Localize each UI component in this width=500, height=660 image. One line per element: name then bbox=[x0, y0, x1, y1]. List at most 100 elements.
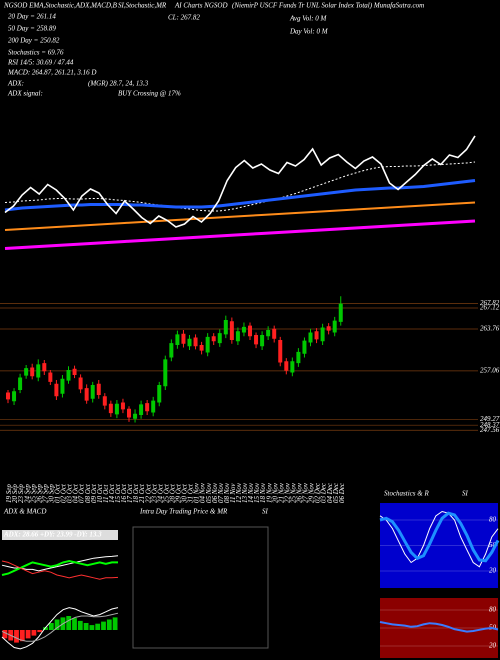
indicator-line bbox=[1, 607, 119, 650]
stoch-stat: Stochastics = 69.76 bbox=[8, 49, 64, 57]
label-bar bbox=[2, 530, 118, 540]
candle-body bbox=[332, 320, 337, 333]
x-tick-label: 20 Nov bbox=[271, 482, 279, 503]
close-label: CL: 267.82 bbox=[168, 14, 200, 22]
signal: BUY Crossing @ 17% bbox=[118, 90, 181, 98]
header-right: (NiemirP USCF Funds Tr UNL Solar Index T… bbox=[232, 2, 424, 10]
y-tick-label: 247.56 bbox=[480, 426, 500, 434]
x-tick-label: 19 Sep bbox=[5, 484, 13, 503]
candle-body bbox=[278, 340, 283, 363]
y-tick-label: 249.27 bbox=[480, 415, 500, 423]
candle-body bbox=[120, 402, 125, 410]
candle-body bbox=[60, 378, 65, 394]
x-tick-label: 21 Nov bbox=[277, 482, 285, 503]
x-tick-label: 14 Nov bbox=[247, 482, 255, 503]
candle-body bbox=[302, 340, 307, 354]
x-tick-label: 26 Sep bbox=[35, 484, 43, 503]
intraday-title-tail: SI bbox=[262, 508, 269, 516]
panel-label: ADX: 28.66 +DY: 23.99 -DY: 13.3 bbox=[3, 531, 102, 539]
candle-body bbox=[96, 383, 101, 395]
x-tick-label: 13 Nov bbox=[241, 482, 249, 503]
candle-body bbox=[205, 336, 210, 353]
x-tick-label: 17 Oct bbox=[126, 483, 134, 503]
candle-body bbox=[193, 337, 198, 347]
x-tick-label: 27 Nov bbox=[302, 482, 310, 503]
x-tick-label: 11 Oct bbox=[102, 484, 110, 503]
header-mid: SI,Stochastic,MR bbox=[118, 2, 167, 10]
x-tick-label: 24 Sep bbox=[23, 484, 31, 503]
x-tick-label: 02 Oct bbox=[60, 483, 68, 503]
x-tick-label: 22 Nov bbox=[283, 482, 291, 503]
y-tick-label: 267.12 bbox=[480, 304, 500, 312]
x-tick-label: 31 Oct bbox=[187, 483, 195, 504]
x-tick-label: 28 Oct bbox=[168, 483, 176, 503]
candle-body bbox=[320, 327, 325, 342]
macd-stat: MACD: 264.87, 261.21, 3.16 D bbox=[7, 69, 96, 77]
candle-body bbox=[248, 325, 252, 337]
candle-body bbox=[254, 335, 259, 345]
candle-body bbox=[157, 385, 162, 403]
x-tick-label: 26 Nov bbox=[296, 482, 304, 503]
candle-body bbox=[235, 331, 240, 342]
candle-body bbox=[229, 321, 234, 340]
candle-body bbox=[326, 326, 331, 331]
intraday-panel bbox=[132, 526, 269, 649]
histogram-bar bbox=[95, 623, 101, 630]
candle-body bbox=[114, 403, 119, 415]
indicator-line bbox=[379, 621, 499, 633]
histogram-bar bbox=[89, 625, 95, 630]
x-tick-label: 03 Oct bbox=[66, 483, 74, 503]
candle-body bbox=[36, 364, 41, 378]
candle-body bbox=[30, 367, 35, 377]
price-line bbox=[4, 135, 476, 228]
x-tick-label: 23 Oct bbox=[150, 483, 158, 503]
x-tick-label: 25 Nov bbox=[289, 482, 297, 503]
histogram-bar bbox=[106, 619, 112, 630]
x-tick-label: 29 Oct bbox=[175, 483, 183, 503]
histogram-bar bbox=[48, 623, 54, 630]
x-tick-label: 12 Nov bbox=[235, 482, 243, 503]
day-vol: Day Vol: 0 M bbox=[289, 28, 329, 36]
candle-body bbox=[54, 383, 59, 397]
x-tick-label: 01 Nov bbox=[193, 482, 201, 503]
histogram-bar bbox=[66, 616, 72, 630]
intraday-title: Intra Day Trading Price & MR bbox=[139, 508, 228, 516]
candle-body bbox=[90, 385, 95, 399]
x-tick-label: 08 Nov bbox=[223, 482, 231, 503]
y-tick-label: 80 bbox=[489, 516, 497, 524]
legend-entry: 20 Day = 261.14 bbox=[8, 13, 56, 21]
candle-body bbox=[133, 413, 138, 419]
panel-title: ADX & MACD bbox=[3, 508, 46, 516]
candle-body bbox=[24, 368, 29, 376]
candle-body bbox=[296, 351, 301, 364]
histogram-bar bbox=[54, 619, 60, 630]
indicator-line bbox=[1, 560, 119, 580]
histogram-bar bbox=[14, 630, 19, 643]
avg-vol: Avg Vol: 0 M bbox=[289, 15, 328, 23]
candle-body bbox=[181, 333, 186, 344]
y-tick-label: 20 bbox=[489, 567, 497, 575]
y-tick-label: 20 bbox=[489, 642, 497, 650]
header-left: NGSOD EMA,Stochastic,ADX,MACD,B bbox=[3, 2, 118, 10]
x-tick-label: 06 Dec bbox=[338, 482, 346, 503]
x-tick-label: 30 Sep bbox=[47, 484, 55, 504]
panel-title: Stochastics & R bbox=[384, 490, 429, 498]
candle-body bbox=[290, 361, 295, 373]
adx-value: (MGR) 28.7, 24, 13.3 bbox=[88, 80, 149, 88]
x-tick-label: 04 Nov bbox=[199, 482, 207, 503]
x-tick-label: 01 Oct bbox=[54, 483, 62, 503]
x-tick-label: 05 Nov bbox=[205, 482, 213, 503]
x-tick-label: 07 Oct bbox=[78, 483, 86, 503]
candle-body bbox=[12, 391, 17, 402]
candle-body bbox=[308, 332, 313, 343]
x-tick-label: 19 Nov bbox=[265, 482, 273, 503]
histogram-bar bbox=[43, 627, 48, 630]
candle-body bbox=[199, 345, 204, 351]
candle-body bbox=[217, 333, 222, 344]
candle-body bbox=[211, 336, 216, 342]
x-tick-label: 20 Sep bbox=[11, 484, 19, 503]
histogram-bar bbox=[37, 630, 43, 633]
header-mid2: AI Charts NGSOD bbox=[174, 2, 228, 10]
candle-body bbox=[241, 326, 246, 333]
candle-body bbox=[223, 320, 228, 335]
